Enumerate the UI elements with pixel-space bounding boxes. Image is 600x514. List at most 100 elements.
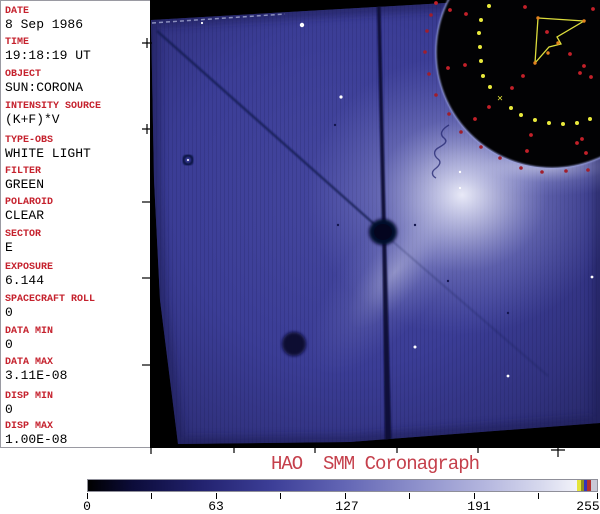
occulter-ring-dot xyxy=(479,145,483,149)
grid-dot-red xyxy=(582,64,586,68)
limb-dot-yellow xyxy=(519,113,523,117)
field-data-max: DATA MAX 3.11E-08 xyxy=(5,358,68,383)
limb-dot-yellow xyxy=(481,74,485,78)
occulter-ring-dot xyxy=(459,130,463,134)
occulter-ring-dot xyxy=(564,169,568,173)
grid-dot-red xyxy=(464,12,468,16)
star-speck xyxy=(590,275,594,279)
colorbar-tick xyxy=(538,493,539,499)
limb-dot-yellow xyxy=(588,117,592,121)
field-date: DATE 8 Sep 1986 xyxy=(5,6,84,32)
field-exposure: EXPOSURE 6.144 xyxy=(5,263,53,288)
flag-vertex-dot xyxy=(582,19,586,23)
colorbar-label: 63 xyxy=(208,499,224,514)
occulter-ring-dot xyxy=(423,50,427,54)
dust-blob xyxy=(282,332,306,356)
field-label: FILTER xyxy=(5,166,42,177)
fiber-artifact xyxy=(431,124,450,179)
field-value: 0 xyxy=(5,305,13,320)
flag-vertex-dot xyxy=(556,41,560,45)
field-label: SPACECRAFT ROLL xyxy=(5,294,96,305)
field-polaroid: POLAROID CLEAR xyxy=(5,197,54,223)
field-value: 3.11E-08 xyxy=(5,368,68,383)
field-spacecraft-roll: SPACECRAFT ROLL 0 xyxy=(5,294,96,320)
grid-dot-red xyxy=(473,117,477,121)
occulter-ring-dot xyxy=(519,166,523,170)
field-label: OBJECT xyxy=(5,69,42,80)
star-speck xyxy=(299,22,305,28)
grid-dot-red xyxy=(589,75,593,79)
limb-dot-yellow xyxy=(479,59,483,63)
colorbar-tick xyxy=(474,493,475,499)
field-label: TYPE-OBS xyxy=(5,135,54,146)
colorbar-tick xyxy=(345,493,346,499)
field-value: CLEAR xyxy=(5,208,45,223)
field-value: 1.00E-08 xyxy=(5,432,68,447)
donut-defect xyxy=(182,154,194,166)
limb-cross-marker: × xyxy=(497,95,503,106)
colorbar-tick xyxy=(280,493,281,499)
field-label: DISP MIN xyxy=(5,391,54,402)
limb-dot-yellow xyxy=(509,106,513,110)
metadata-sidebar: DATE 8 Sep 1986 TIME 19:18:19 UT OBJECT SUN… xyxy=(0,0,150,448)
grid-dot-red xyxy=(521,74,525,78)
grid-dot-red xyxy=(523,5,527,9)
field-label: POLAROID xyxy=(5,197,54,208)
frame-tick-marks xyxy=(142,38,565,457)
field-value: 8 Sep 1986 xyxy=(5,17,84,32)
grid-dot-red xyxy=(487,105,491,109)
dust-speck xyxy=(506,311,510,315)
grid-dot-red xyxy=(434,1,438,5)
colorbar-label: 191 xyxy=(467,499,491,514)
occulter-ring-dot xyxy=(447,112,451,116)
field-label: DATE xyxy=(5,6,30,17)
dust-speck xyxy=(336,223,340,227)
colorbar-tick xyxy=(151,493,152,499)
limb-dot-yellow xyxy=(575,121,579,125)
image-title: HAO SMM Coronagraph xyxy=(270,453,480,475)
limb-dot-yellow xyxy=(561,122,565,126)
occulter-ring-dot xyxy=(540,170,544,174)
coronagraph-image-canvas[interactable]: × xyxy=(140,0,600,458)
limb-dot-yellow xyxy=(487,4,491,8)
limb-dot-yellow xyxy=(533,118,537,122)
flag-vertex-dot xyxy=(546,51,550,55)
left-plus-tick xyxy=(142,38,152,48)
dust-speck xyxy=(446,279,450,283)
field-type-obs: TYPE-OBS WHITE LIGHT xyxy=(5,135,91,161)
donut-defect-core xyxy=(187,159,189,161)
grid-dot-red xyxy=(578,71,582,75)
field-value: 6.144 xyxy=(5,273,45,288)
fiducial-markers: × xyxy=(200,1,595,378)
field-value: 0 xyxy=(5,337,13,352)
field-time: TIME 19:18:19 UT xyxy=(5,38,91,63)
occulter-ring-dot xyxy=(429,13,433,17)
colorbar-label: 0 xyxy=(83,499,91,514)
occulter-mask-rim xyxy=(435,0,600,169)
dust-speck xyxy=(333,123,337,127)
streamer-fan xyxy=(309,169,481,375)
field-value: (K+F)*V xyxy=(5,112,60,127)
field-label: INTENSITY SOURCE xyxy=(5,101,102,112)
field-label: SECTOR xyxy=(5,229,42,240)
limb-dot-yellow xyxy=(547,121,551,125)
flag-vertex-dot xyxy=(536,16,540,20)
field-disp-max: DISP MAX 1.00E-08 xyxy=(5,421,68,447)
field-sector: SECTOR E xyxy=(5,229,42,255)
field-filter: FILTER GREEN xyxy=(5,166,44,192)
grid-dot-red xyxy=(525,149,529,153)
occulter-ring-dot xyxy=(427,72,431,76)
field-label: DISP MAX xyxy=(5,421,54,432)
colorbar-tick xyxy=(409,493,410,499)
colorbar-tick xyxy=(87,493,88,499)
star-speck xyxy=(458,186,462,190)
grid-dot-red xyxy=(575,141,579,145)
diagonal-shadow xyxy=(156,30,383,232)
occulter-ring-dot xyxy=(434,93,438,97)
bright-edge-artifact xyxy=(151,13,286,24)
star-speck xyxy=(458,170,462,174)
colorbar-tick xyxy=(597,493,598,499)
grid-dot-red xyxy=(584,151,588,155)
colorbar-label: 255 xyxy=(576,499,600,514)
